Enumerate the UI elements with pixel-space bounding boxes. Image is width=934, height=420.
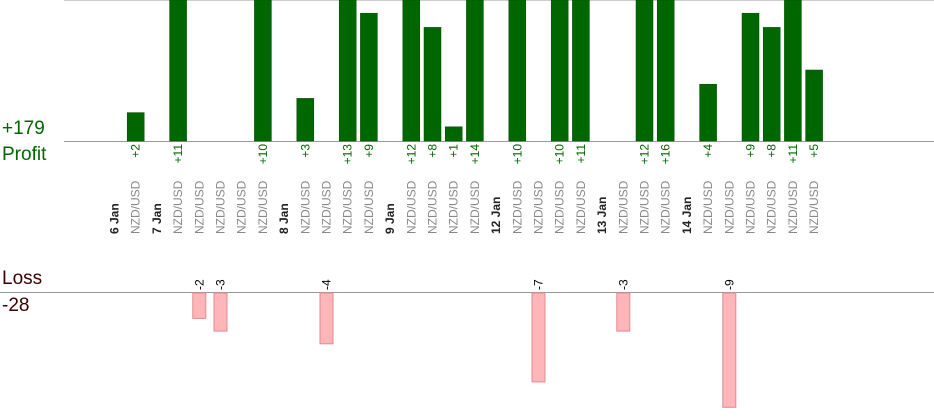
pair-label: NZD/USD: [616, 180, 630, 234]
loss-bar: [319, 292, 334, 345]
profit-value-label: +12: [638, 144, 652, 165]
profit-bar: [656, 0, 675, 142]
loss-bar: [213, 292, 228, 332]
profit-value-label: +8: [765, 144, 779, 158]
pair-label: NZD/USD: [171, 180, 185, 234]
pair-label: NZD/USD: [341, 180, 355, 234]
profit-bar: [762, 27, 781, 142]
profit-value-label: +10: [553, 144, 567, 165]
profit-value-label: +9: [362, 144, 376, 158]
date-label: 8 Jan: [277, 203, 291, 234]
profit-bar: [699, 83, 717, 142]
profit-value-label: +10: [256, 144, 270, 165]
pair-label: NZD/USD: [362, 180, 376, 234]
profit-value-label: +11: [171, 144, 185, 164]
pair-label: NZD/USD: [553, 180, 567, 234]
profit-value-label: +11: [786, 144, 800, 164]
profit-value-label: +14: [468, 144, 482, 165]
profit-total: +179: [2, 118, 45, 139]
profit-bar: [635, 0, 654, 142]
pair-label: NZD/USD: [320, 180, 334, 234]
date-label: 14 Jan: [680, 197, 694, 234]
loss-bar: [616, 292, 631, 332]
pair-label: NZD/USD: [510, 180, 524, 234]
loss-total: -28: [2, 295, 30, 316]
pair-label: NZD/USD: [404, 180, 418, 234]
pair-label: NZD/USD: [129, 180, 143, 234]
loss-value-label: -7: [532, 279, 546, 290]
pair-label: NZD/USD: [659, 180, 673, 234]
pair-label: NZD/USD: [426, 180, 440, 234]
pair-label: NZD/USD: [532, 180, 546, 234]
profit-value-label: +10: [510, 144, 524, 165]
date-label: 12 Jan: [489, 197, 503, 234]
profit-bar: [508, 0, 527, 142]
pair-label: NZD/USD: [447, 180, 461, 234]
profit-bar: [338, 0, 357, 142]
pair-label: NZD/USD: [807, 180, 821, 234]
pair-label: NZD/USD: [214, 180, 228, 234]
pair-label: NZD/USD: [701, 180, 715, 234]
profit-bar: [360, 12, 378, 142]
profit-value-label: +2: [129, 144, 143, 158]
profit-bar: [126, 112, 145, 142]
date-label: 7 Jan: [150, 203, 164, 234]
date-label: 6 Jan: [108, 203, 122, 234]
profit-label: Profit: [2, 144, 47, 165]
profit-value-label: +8: [426, 144, 440, 158]
profit-value-label: +9: [744, 144, 758, 158]
loss-bar: [192, 292, 207, 319]
pair-label: NZD/USD: [765, 180, 779, 234]
pair-label: NZD/USD: [722, 180, 736, 234]
profit-value-label: +5: [807, 144, 821, 158]
profit-value-label: +16: [659, 144, 673, 165]
pair-label: NZD/USD: [638, 180, 652, 234]
loss-value-label: -3: [616, 279, 630, 290]
loss-bar: [722, 292, 737, 408]
pair-label: NZD/USD: [744, 180, 758, 234]
profit-value-label: +11: [574, 144, 588, 164]
pair-label: NZD/USD: [235, 180, 249, 234]
profit-value-label: +1: [447, 144, 461, 158]
pair-label: NZD/USD: [256, 180, 270, 234]
date-label: 9 Jan: [383, 203, 397, 234]
profit-bar: [550, 0, 569, 142]
pair-label: NZD/USD: [192, 180, 206, 234]
profit-bar: [741, 12, 760, 142]
profit-bar: [572, 0, 590, 142]
profit-bar: [402, 0, 421, 142]
profit-bar: [296, 98, 315, 142]
loss-value-label: -9: [722, 279, 736, 290]
profit-bar: [466, 0, 484, 142]
profit-value-label: +4: [701, 144, 715, 158]
loss-label: Loss: [2, 268, 43, 289]
pair-label: NZD/USD: [786, 180, 800, 234]
profit-bar: [169, 0, 187, 142]
loss-bar: [531, 292, 546, 383]
profit-bar: [423, 27, 442, 142]
profit-bar: [805, 69, 823, 142]
profit-bar: [784, 0, 802, 142]
pair-label: NZD/USD: [468, 180, 482, 234]
profit-value-label: +13: [341, 144, 355, 165]
profit-value-label: +3: [298, 144, 312, 158]
profit-bar: [444, 126, 463, 142]
profit-value-label: +12: [404, 144, 418, 165]
loss-value-label: -2: [192, 279, 206, 290]
loss-value-label: -3: [214, 279, 228, 290]
loss-value-label: -4: [320, 279, 334, 290]
pair-label: NZD/USD: [574, 180, 588, 234]
pair-label: NZD/USD: [298, 180, 312, 234]
date-label: 13 Jan: [595, 197, 609, 234]
profit-bar: [254, 0, 272, 142]
